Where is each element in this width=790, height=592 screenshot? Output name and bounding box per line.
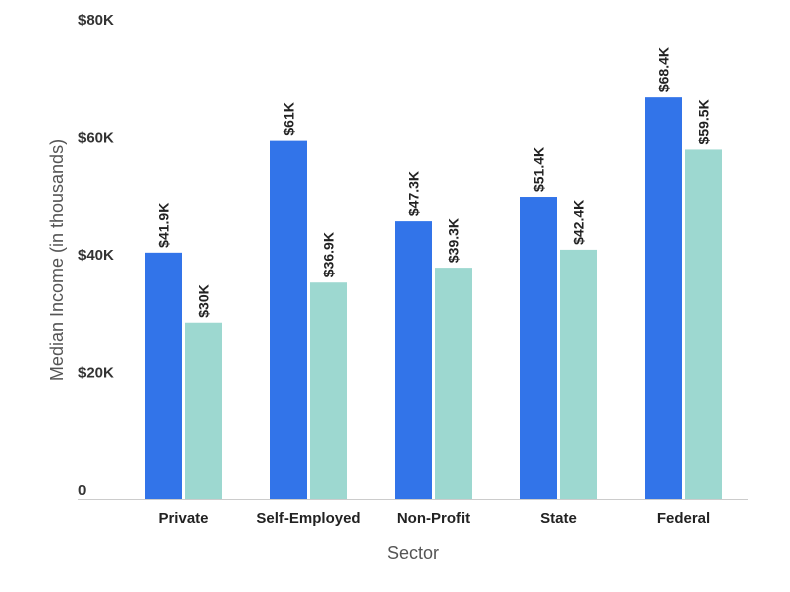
bar [145,252,182,499]
bar [270,140,307,499]
y-tick-label: $20K [78,365,114,382]
bar [645,97,682,500]
data-label: $51.4K [531,147,547,192]
y-tick-label: $80K [78,12,114,29]
bar [520,197,557,499]
x-tick-label: Self-Employed [256,510,360,527]
data-label: $61K [281,102,297,135]
bar [560,249,597,499]
data-label: $36.9K [321,232,337,277]
data-label: $47.3K [406,171,422,216]
data-label: $39.3K [446,218,462,263]
data-label: $59.5K [696,99,712,144]
x-tick-label: State [540,510,577,527]
data-label: $30K [196,284,212,317]
x-axis-title: Sector [387,543,439,563]
bar [395,221,432,500]
data-labels: $41.9K $30K $61K $36.9K $47.3K $39.3K $51.4K $4… [156,47,712,318]
x-tick-label: Federal [657,510,710,527]
y-tick-label: 0 [78,482,86,499]
bar [435,268,472,499]
bars [145,97,722,500]
y-tick-label: $40K [78,247,114,264]
x-tick-label: Non-Profit [397,510,470,527]
bar [185,322,222,499]
x-axis-category-labels: Private Self-Employed Non-Profit State Feder… [158,510,710,527]
data-label: $42.4K [571,200,587,245]
bar [310,282,347,499]
x-tick-label: Private [158,510,208,527]
y-axis-ticks: 0 $20K $40K $60K $80K [78,12,114,499]
data-label: $68.4K [656,47,672,92]
y-tick-label: $60K [78,130,114,147]
data-label: $41.9K [156,203,172,248]
bar [685,149,722,499]
y-axis-title: Median Income (in thousands) [47,139,67,381]
